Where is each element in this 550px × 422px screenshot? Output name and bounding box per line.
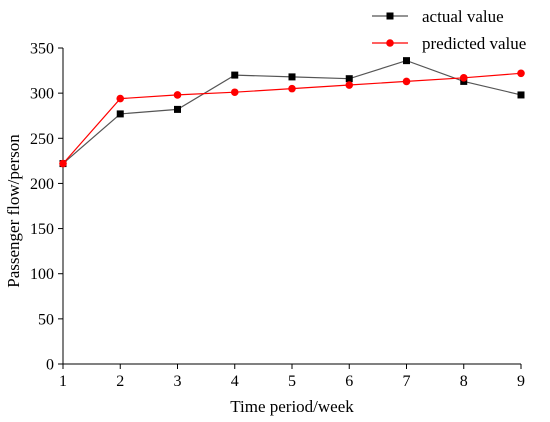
data-point xyxy=(116,110,124,118)
x-tick-label: 5 xyxy=(288,373,296,390)
legend-label: predicted value xyxy=(422,34,526,53)
data-point xyxy=(288,73,296,81)
data-point xyxy=(59,159,67,168)
y-tick-label: 200 xyxy=(30,176,54,193)
data-point xyxy=(173,91,182,99)
y-tick-label: 50 xyxy=(38,311,54,328)
legend-marker xyxy=(386,12,394,20)
legend-item: predicted value xyxy=(372,34,526,53)
legend: actual value predicted value xyxy=(372,7,526,53)
legend-marker xyxy=(386,39,394,47)
series-actual-value xyxy=(59,57,525,168)
legend-item: actual value xyxy=(372,7,504,26)
y-tick-label: 350 xyxy=(30,41,54,58)
y-tick-label: 250 xyxy=(30,131,54,148)
data-point xyxy=(403,57,410,65)
data-point xyxy=(174,105,181,113)
data-point xyxy=(459,73,468,82)
data-point xyxy=(517,91,525,99)
x-ticks: 1 2 3 4 5 6 7 8 9 xyxy=(59,364,525,390)
data-point xyxy=(345,81,354,89)
x-tick-label: 6 xyxy=(345,373,353,390)
y-tick-label: 100 xyxy=(30,266,54,283)
y-tick-label: 0 xyxy=(46,357,54,374)
x-tick-label: 9 xyxy=(517,373,525,390)
data-point xyxy=(345,75,353,83)
data-point xyxy=(230,88,239,97)
data-point xyxy=(402,77,411,86)
x-tick-label: 2 xyxy=(116,373,124,390)
x-tick-label: 4 xyxy=(231,373,239,390)
x-tick-label: 3 xyxy=(174,373,182,390)
data-point xyxy=(231,71,239,79)
y-tick-label: 150 xyxy=(30,221,54,238)
x-tick-label: 1 xyxy=(59,373,67,390)
x-axis-title: Time period/week xyxy=(230,397,354,416)
y-axis-title: Passenger flow/person xyxy=(4,134,23,288)
y-ticks: 0 50 100 150 200 250 300 350 xyxy=(30,41,63,374)
y-tick-label: 300 xyxy=(30,86,54,103)
series-layer xyxy=(59,57,525,168)
x-tick-label: 8 xyxy=(460,373,468,390)
data-point xyxy=(116,94,125,103)
x-tick-label: 7 xyxy=(403,373,411,390)
series-predicted-value xyxy=(59,69,525,168)
data-point xyxy=(288,84,296,93)
axes xyxy=(62,48,521,365)
data-point xyxy=(517,69,525,78)
legend-label: actual value xyxy=(422,7,504,26)
